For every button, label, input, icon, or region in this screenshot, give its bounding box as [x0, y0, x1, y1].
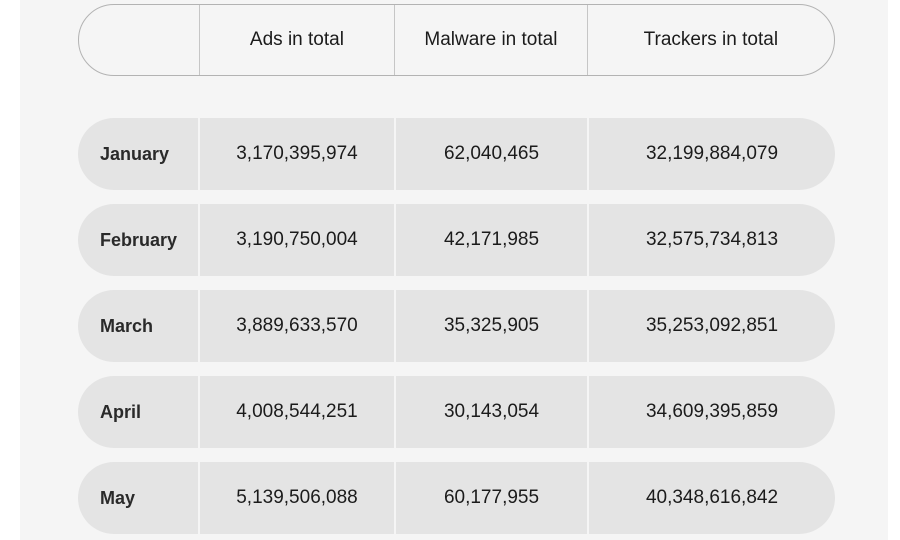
month-cell: January	[100, 143, 170, 164]
table-header: Ads in total Malware in total Trackers i…	[78, 4, 835, 76]
trackers-cell: 32,199,884,079	[587, 118, 835, 190]
month-cell: March	[100, 315, 154, 336]
malware-cell: 62,040,465	[394, 118, 587, 190]
trackers-cell: 34,609,395,859	[587, 376, 835, 448]
month-cell: May	[100, 487, 136, 508]
table-row: May 5,139,506,088 60,177,955 40,348,616,…	[78, 462, 835, 534]
ads-cell: 5,139,506,088	[198, 462, 394, 534]
table-row: April 4,008,544,251 30,143,054 34,609,39…	[78, 376, 835, 448]
malware-cell: 30,143,054	[394, 376, 587, 448]
malware-cell: 35,325,905	[394, 290, 587, 362]
header-ads-in-total: Ads in total	[198, 5, 394, 75]
header-blank-cell	[79, 5, 199, 75]
month-cell: February	[100, 229, 178, 250]
table-row: February 3,190,750,004 42,171,985 32,575…	[78, 204, 835, 276]
month-cell: April	[100, 401, 142, 422]
trackers-cell: 32,575,734,813	[587, 204, 835, 276]
header-malware-in-total: Malware in total	[394, 5, 586, 75]
ads-cell: 4,008,544,251	[198, 376, 394, 448]
trackers-cell: 40,348,616,842	[587, 462, 835, 534]
trackers-cell: 35,253,092,851	[587, 290, 835, 362]
malware-cell: 42,171,985	[394, 204, 587, 276]
ads-cell: 3,170,395,974	[198, 118, 394, 190]
header-trackers-in-total: Trackers in total	[586, 5, 834, 75]
ads-cell: 3,190,750,004	[198, 204, 394, 276]
table-row: January 3,170,395,974 62,040,465 32,199,…	[78, 118, 835, 190]
ads-cell: 3,889,633,570	[198, 290, 394, 362]
malware-cell: 60,177,955	[394, 462, 587, 534]
table-row: March 3,889,633,570 35,325,905 35,253,09…	[78, 290, 835, 362]
